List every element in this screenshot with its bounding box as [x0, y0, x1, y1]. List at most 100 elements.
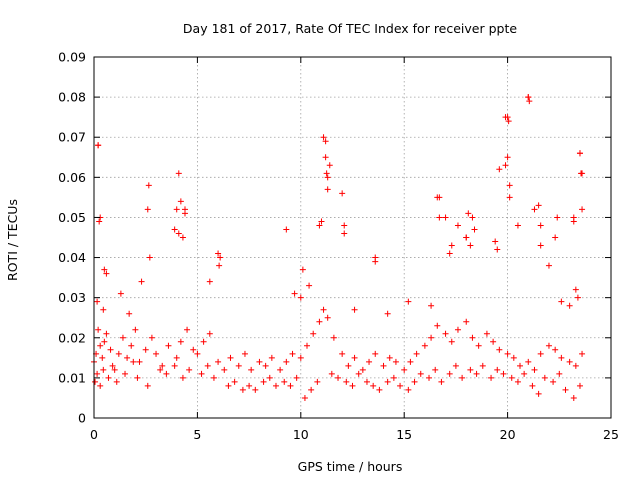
data-point	[320, 306, 327, 313]
data-point	[217, 254, 224, 261]
data-point	[153, 350, 160, 357]
data-point	[113, 378, 120, 385]
data-point	[359, 366, 366, 373]
data-point	[570, 394, 577, 401]
data-point	[566, 302, 573, 309]
data-point	[434, 322, 441, 329]
data-point	[452, 362, 459, 369]
data-point	[578, 170, 585, 177]
data-point	[175, 230, 182, 237]
data-point	[467, 366, 474, 373]
data-point	[92, 378, 99, 385]
data-point	[537, 242, 544, 249]
data-point	[545, 262, 552, 269]
data-point	[339, 350, 346, 357]
data-point	[248, 366, 255, 373]
data-point	[446, 370, 453, 377]
data-point	[469, 214, 476, 221]
data-point	[426, 374, 433, 381]
data-point	[550, 378, 557, 385]
data-point	[103, 270, 110, 277]
data-point	[299, 266, 306, 273]
data-point	[281, 378, 288, 385]
data-point	[506, 182, 513, 189]
data-point	[146, 254, 153, 261]
data-point	[256, 358, 263, 365]
data-point	[411, 378, 418, 385]
data-point	[341, 230, 348, 237]
data-point	[316, 222, 323, 229]
data-point	[566, 358, 573, 365]
data-point	[558, 354, 565, 361]
data-point	[376, 386, 383, 393]
data-point	[397, 382, 404, 389]
data-point	[173, 206, 180, 213]
data-point	[504, 350, 511, 357]
data-point	[467, 242, 474, 249]
data-point	[323, 170, 330, 177]
data-point	[506, 194, 513, 201]
data-point	[510, 354, 517, 361]
data-points	[91, 94, 586, 401]
data-point	[200, 338, 207, 345]
data-point	[144, 206, 151, 213]
data-point	[531, 366, 538, 373]
data-point	[465, 210, 472, 217]
data-point	[479, 362, 486, 369]
data-point	[103, 330, 110, 337]
data-point	[545, 342, 552, 349]
data-point	[504, 154, 511, 161]
data-point	[473, 370, 480, 377]
data-point	[570, 218, 577, 225]
data-point	[320, 134, 327, 141]
data-point	[322, 154, 329, 161]
data-point	[241, 350, 248, 357]
data-point	[454, 326, 461, 333]
data-point	[349, 382, 356, 389]
y-tick-label: 0.02	[58, 330, 86, 345]
data-point	[448, 242, 455, 249]
data-point	[401, 366, 408, 373]
data-point	[446, 250, 453, 257]
x-tick-label: 5	[193, 427, 201, 442]
data-point	[179, 374, 186, 381]
data-point	[556, 370, 563, 377]
data-point	[488, 374, 495, 381]
data-point	[405, 298, 412, 305]
data-point	[297, 294, 304, 301]
data-point	[471, 226, 478, 233]
data-point	[562, 386, 569, 393]
chart-title: Day 181 of 2017, Rate Of TEC Index for r…	[183, 21, 517, 36]
data-point	[119, 334, 126, 341]
data-point	[239, 386, 246, 393]
data-point	[310, 330, 317, 337]
data-point	[579, 350, 586, 357]
data-point	[95, 142, 102, 149]
data-point	[132, 326, 139, 333]
data-point	[138, 278, 145, 285]
data-point	[148, 334, 155, 341]
data-point	[216, 262, 223, 269]
data-point	[246, 382, 253, 389]
data-point	[579, 206, 586, 213]
data-point	[324, 314, 331, 321]
data-point	[314, 378, 321, 385]
data-point	[345, 362, 352, 369]
x-axis-label: GPS time / hours	[298, 459, 403, 474]
data-point	[448, 338, 455, 345]
data-point	[572, 286, 579, 293]
data-point	[459, 374, 466, 381]
data-point	[145, 182, 152, 189]
data-point	[355, 370, 362, 377]
y-axis-label: ROTI / TECUs	[5, 199, 20, 281]
y-tick-label: 0.01	[58, 370, 86, 385]
data-point	[370, 382, 377, 389]
x-tick-label: 0	[90, 427, 98, 442]
data-point	[227, 354, 234, 361]
y-tick-label: 0.08	[58, 90, 86, 105]
data-point	[372, 350, 379, 357]
data-point	[552, 234, 559, 241]
data-point	[343, 378, 350, 385]
data-point	[384, 310, 391, 317]
data-point	[96, 218, 103, 225]
